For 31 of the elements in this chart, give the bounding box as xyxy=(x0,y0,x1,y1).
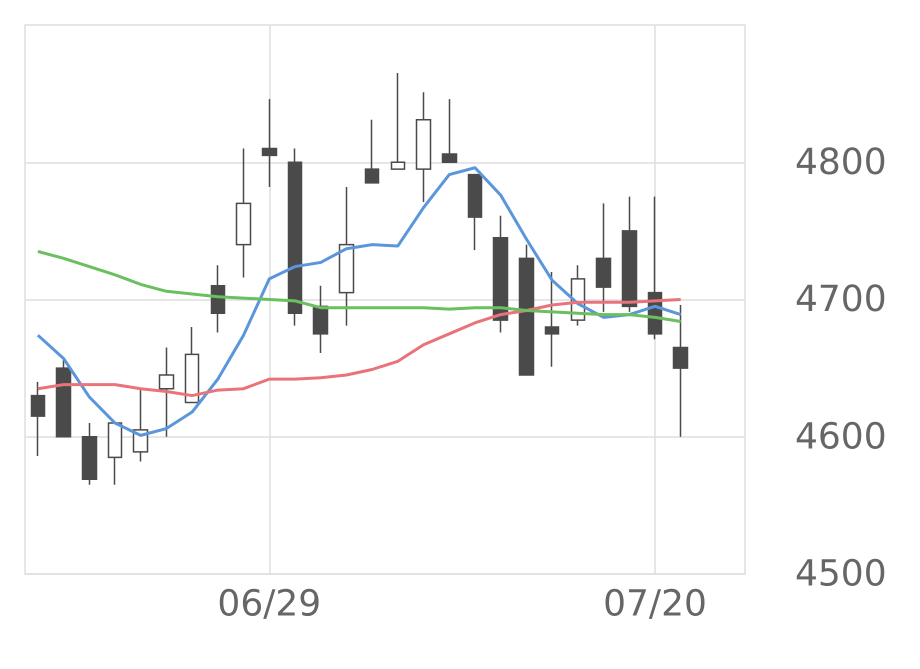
candlestick xyxy=(364,118,380,184)
candlestick xyxy=(416,92,432,203)
candlestick xyxy=(518,244,534,376)
candlestick xyxy=(672,304,688,438)
line-series xyxy=(36,166,682,437)
candlestick xyxy=(338,186,354,326)
candlestick xyxy=(30,381,46,457)
candlestick xyxy=(492,215,508,334)
candlestick xyxy=(288,148,302,326)
x-tick-label: 07/20 xyxy=(603,584,707,624)
candlestick xyxy=(390,72,406,170)
candlestick xyxy=(82,422,98,486)
candlestick xyxy=(442,98,458,163)
y-tick-label: 4600 xyxy=(795,416,887,458)
y-tick-label: 4800 xyxy=(795,142,887,183)
x-tick-label: 06/29 xyxy=(217,584,322,624)
candlestick xyxy=(262,98,278,188)
candlestick xyxy=(56,359,72,438)
line-series xyxy=(36,298,682,398)
candlestick xyxy=(622,196,638,313)
candlestick xyxy=(184,326,200,404)
line-series xyxy=(36,250,682,323)
y-tick-label: 4500 xyxy=(795,554,887,594)
candlestick xyxy=(236,148,252,278)
candlestick xyxy=(468,174,482,251)
candlestick xyxy=(596,202,612,313)
candlestick xyxy=(108,422,122,486)
y-tick-label: 4700 xyxy=(795,279,887,320)
candlestick xyxy=(312,285,328,354)
candlestick xyxy=(158,346,174,438)
candlestick xyxy=(544,271,560,368)
